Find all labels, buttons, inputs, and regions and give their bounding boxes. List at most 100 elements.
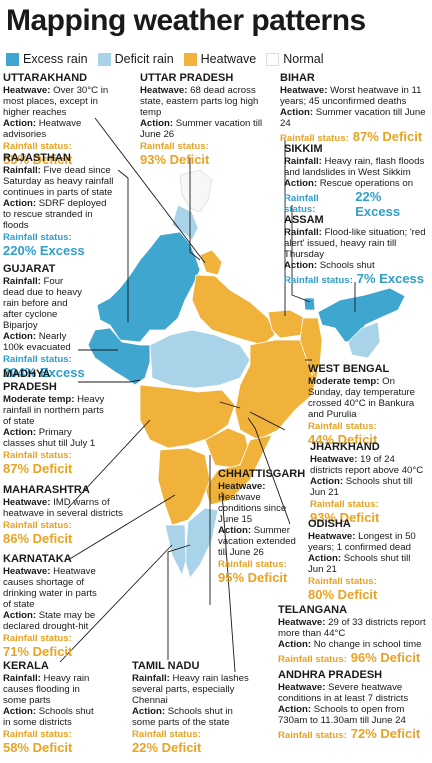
note-key: Heatwave:: [3, 497, 51, 508]
note-value: Summer vacation extended till June 26: [218, 525, 296, 558]
note-value: No change in school time: [311, 639, 422, 650]
state-note: Moderate temp: On Sunday, day temperatur…: [308, 376, 426, 420]
rainfall-status-value: 93% Deficit: [310, 510, 380, 525]
legend-deficit: Deficit rain: [97, 52, 174, 66]
note-value: On Sunday, day temperature crossed 40°C …: [308, 376, 416, 420]
rainfall-status-label: Rainfall status:: [308, 576, 377, 587]
state-note: Heatwave: Worst heatwave in 11 years; 45…: [280, 85, 428, 107]
note-key: Action:: [278, 704, 312, 715]
rainfall-status-value: 58% Deficit: [3, 740, 73, 755]
rainfall-status-value: 80% Deficit: [308, 587, 378, 602]
note-key: Action:: [284, 260, 318, 271]
region-north-deficit: [171, 204, 199, 241]
note-value: Severe heatwave conditions in at least 7…: [278, 682, 409, 704]
legend-swatch-excess: [6, 52, 19, 66]
leader-uttarakhand: [94, 117, 206, 264]
rainfall-status: Rainfall status: 44% Deficit: [308, 421, 426, 447]
note-key: Heatwave:: [3, 566, 51, 577]
state-note: Heatwave: Heatwave conditions since June…: [218, 481, 306, 525]
rainfall-status-label: Rainfall status:: [132, 729, 201, 740]
page-title: Mapping weather patterns: [6, 4, 366, 37]
note-value: Schools shut till Jun 21: [308, 553, 411, 575]
legend-label: Normal: [283, 52, 324, 66]
legend-swatch-deficit: [97, 52, 111, 66]
note-value: Schools shut till Jun 21: [310, 476, 413, 498]
rainfall-status-label: Rainfall status:: [280, 133, 349, 144]
state-note: Heatwave: Over 30°C in most places, exce…: [3, 85, 125, 118]
legend-label: Heatwave: [200, 52, 257, 66]
state-box-odisha: ODISHA Heatwave: Longest in 50 years; 1 c…: [308, 518, 426, 602]
note-key: Rainfall:: [132, 673, 170, 684]
legend-heatwave: Heatwave: [183, 52, 257, 66]
state-note: Action: Primary classes shut till July 1: [3, 427, 105, 449]
rainfall-status-value: 220% Excess: [3, 243, 85, 258]
note-value: Heavy rainfall in northern parts of stat…: [3, 394, 105, 427]
note-value: Heavy rain causes flooding in some parts: [3, 673, 90, 706]
state-box-maharashtra: MAHARASHTRA Heatwave: IMD warns of heatwa…: [3, 484, 123, 546]
rainfall-status: Rainfall status: 93% Deficit: [140, 141, 278, 167]
state-note: Action: Schools shut: [284, 260, 428, 271]
state-name: UTTAR PRADESH: [140, 72, 234, 84]
rainfall-status-label: Rainfall status:: [284, 193, 319, 215]
legend-excess: Excess rain: [6, 52, 88, 66]
note-value: Schools shut in some parts of the state: [132, 706, 233, 728]
state-box-kerala: KERALA Rainfall: Heavy rain causes floodi…: [3, 660, 95, 755]
state-note: Action: Nearly 100k evacuated: [3, 331, 85, 353]
state-name: TELANGANA: [278, 604, 348, 616]
leader-andhra: [221, 491, 236, 673]
note-key: Action:: [132, 706, 166, 717]
rainfall-status-label: Rainfall status:: [3, 141, 72, 152]
state-note: Heatwave: 29 of 33 districts report more…: [278, 617, 426, 639]
rainfall-status-value: 95% Deficit: [218, 570, 288, 585]
note-value: 29 of 33 districts report more than 44°C: [278, 617, 426, 639]
region-assam: [317, 287, 406, 343]
state-name: BIHAR: [280, 72, 315, 84]
legend: Excess rain Deficit rain Heatwave Normal: [6, 52, 324, 66]
state-name: UTTARAKHAND: [3, 72, 88, 84]
note-key: Action:: [278, 639, 312, 650]
state-name: CHHATTISGARH: [218, 468, 306, 480]
state-name: KERALA: [3, 660, 49, 672]
region-northeast-deficit: [347, 321, 381, 359]
state-name: MAHARASHTRA: [3, 484, 90, 496]
note-key: Action:: [3, 610, 37, 621]
state-note: Heatwave: 68 dead across state, eastern …: [140, 85, 278, 118]
region-karnataka: [157, 447, 211, 526]
state-name: SIKKIM: [284, 143, 323, 155]
note-value: Longest in 50 years; 1 confirmed dead: [308, 531, 416, 553]
note-key: Rainfall:: [284, 156, 322, 167]
leader-madhya-pradesh: [78, 379, 141, 383]
note-value: Heatwave causes shortage of drinking wat…: [3, 566, 97, 610]
rainfall-status-label: Rainfall status:: [3, 354, 72, 365]
region-madhya-pradesh: [149, 329, 251, 389]
state-box-karnataka: KARNATAKA Heatwave: Heatwave causes short…: [3, 553, 107, 659]
state-note: Heatwave: Heatwave causes shortage of dr…: [3, 566, 107, 610]
rainfall-status-value: 44% Deficit: [308, 432, 378, 447]
note-key: Action:: [140, 118, 174, 129]
rainfall-status-label: Rainfall status:: [284, 275, 353, 286]
rainfall-status: Rainfall status: 22% Excess: [284, 189, 428, 219]
state-name: ANDHRA PRADESH: [278, 669, 383, 681]
leader-tamil-nadu: [167, 544, 191, 660]
state-box-sikkim: SIKKIM Rainfall: Heavy rain, flash floods…: [284, 143, 428, 219]
note-key: Heatwave:: [310, 454, 358, 465]
rainfall-status-value: 87% Deficit: [3, 461, 73, 476]
region-himalaya: [179, 169, 213, 213]
state-note: Action: Schools to open from 730am to 11…: [278, 704, 426, 726]
note-key: Heatwave:: [218, 481, 266, 492]
rainfall-status-value: 22% Deficit: [132, 740, 202, 755]
rainfall-status-value: 71% Deficit: [3, 644, 73, 659]
leader-rajasthan: [117, 169, 129, 322]
region-west-bengal: [299, 317, 323, 376]
note-value: Heatwave advisories: [3, 118, 82, 140]
region-andhra: [204, 434, 273, 506]
rainfall-status-label: Rainfall status:: [310, 499, 379, 510]
rainfall-status-label: Rainfall status:: [140, 141, 209, 152]
state-name: WEST BENGAL: [308, 363, 390, 375]
state-note: Rainfall: Flood-like situation; 'red ale…: [284, 227, 428, 260]
state-note: Action: Schools shut till Jun 21: [308, 553, 426, 575]
note-key: Action:: [218, 525, 252, 536]
state-note: Action: Summer vacation till June 24: [280, 107, 428, 129]
state-box-uttarakhand: UTTARAKHAND Heatwave: Over 30°C in most p…: [3, 72, 125, 167]
